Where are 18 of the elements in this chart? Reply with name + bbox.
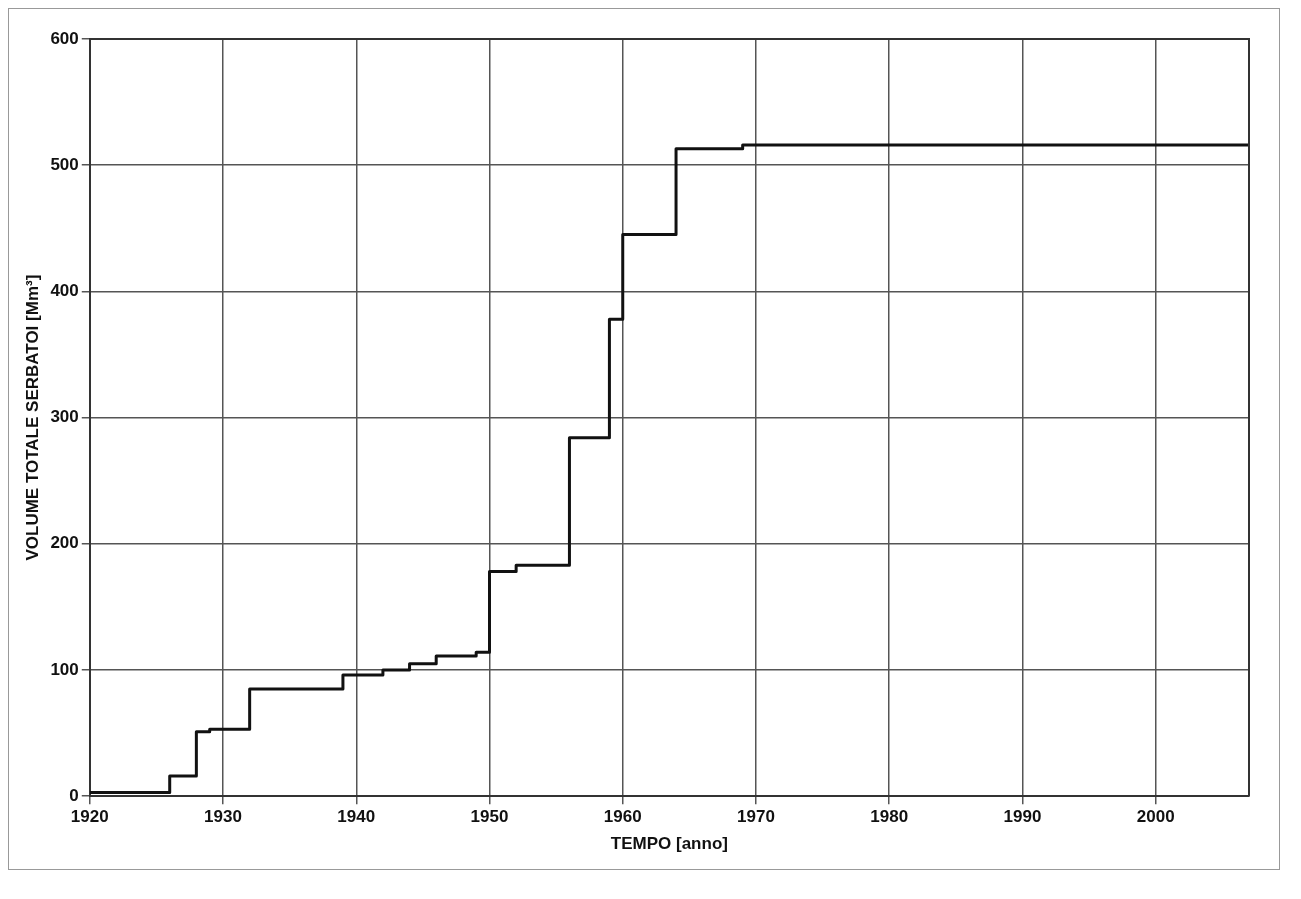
x-tick-label: 1970 (737, 807, 775, 827)
y-tick-label: 500 (50, 154, 79, 174)
x-tick-label: 2000 (1136, 807, 1175, 827)
y-tick-label: 400 (50, 281, 79, 301)
x-tick-label: 1920 (70, 807, 109, 827)
y-tick-label: 0 (69, 785, 79, 805)
x-tick-label: 1990 (1003, 807, 1042, 827)
y-axis-title: VOLUME TOTALE SERBATOI [Mm³] (22, 274, 42, 561)
x-axis-title: TEMPO [anno] (610, 834, 728, 854)
x-tick-label: 1930 (204, 807, 242, 827)
y-tick-label: 100 (50, 659, 79, 679)
y-tick-label: 300 (50, 407, 79, 427)
x-tick-label: 1980 (870, 807, 909, 827)
x-tick-label: 1950 (470, 807, 509, 827)
x-tick-label: 1960 (603, 807, 642, 827)
y-tick-label: 200 (50, 533, 79, 553)
y-tick-label: 600 (50, 28, 79, 48)
x-tick-label: 1940 (337, 807, 376, 827)
